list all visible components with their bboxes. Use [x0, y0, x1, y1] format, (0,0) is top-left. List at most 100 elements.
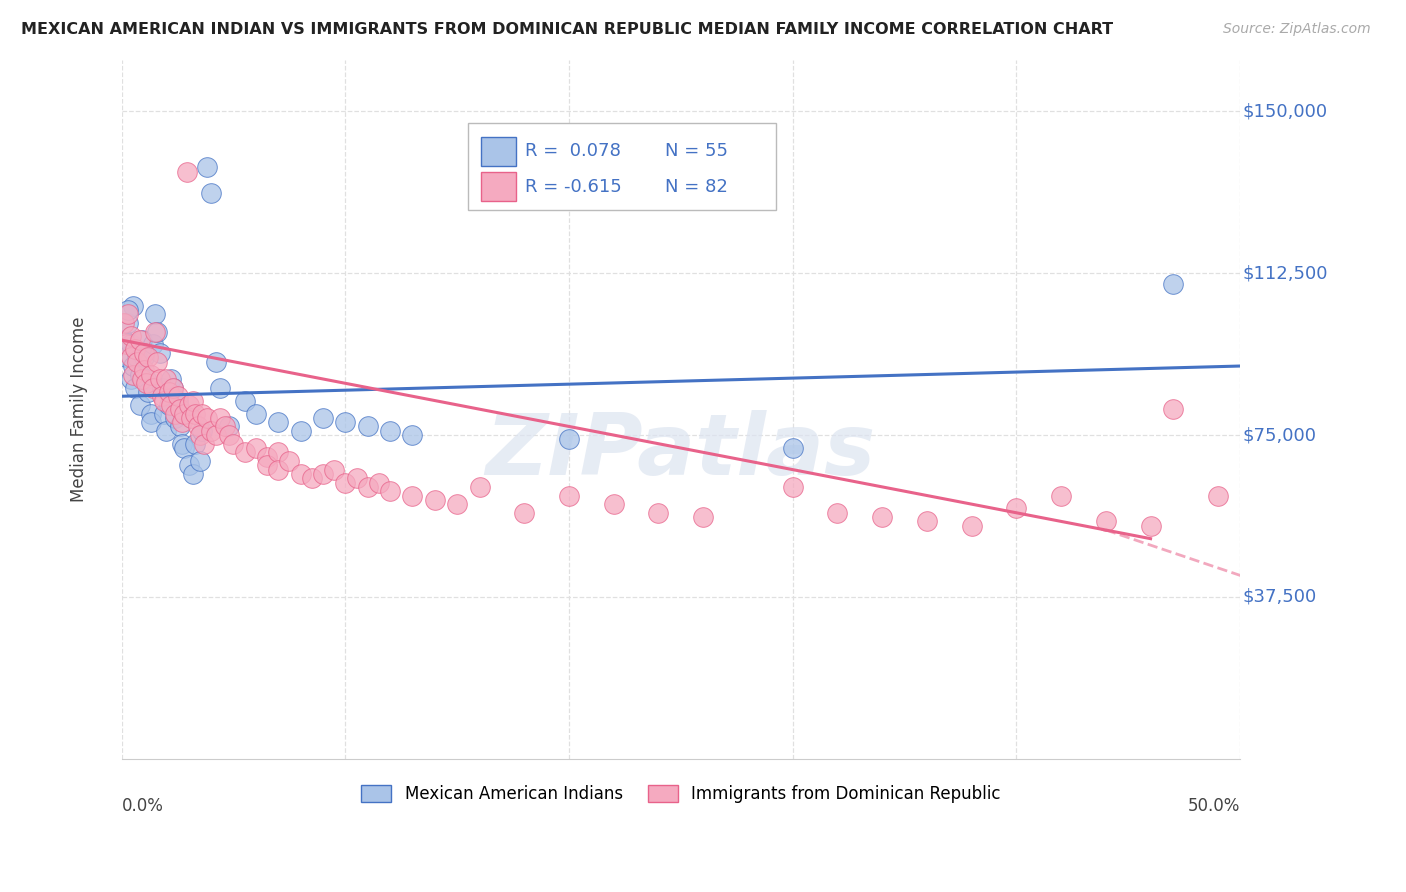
Point [181, 467, 204, 481]
Point [153, 407, 176, 421]
Text: $112,500: $112,500 [1243, 264, 1327, 282]
Text: Median Family Income: Median Family Income [70, 317, 89, 502]
Point [115, 351, 138, 365]
Point [184, 436, 207, 450]
Point [157, 398, 180, 412]
Point [150, 389, 173, 403]
Point [782, 480, 804, 494]
Point [915, 515, 938, 529]
Point [169, 402, 191, 417]
Point [120, 337, 142, 351]
Point [166, 393, 188, 408]
Point [1005, 501, 1028, 516]
Point [112, 333, 135, 347]
Point [827, 506, 849, 520]
Point [188, 454, 211, 468]
Point [166, 389, 188, 403]
Text: 50.0%: 50.0% [1188, 797, 1240, 815]
Point [121, 359, 143, 373]
Point [312, 467, 335, 481]
Point [1095, 515, 1118, 529]
Point [165, 410, 187, 425]
Point [200, 424, 222, 438]
Point [177, 458, 200, 473]
Point [142, 337, 165, 351]
Point [162, 381, 184, 395]
Point [446, 497, 468, 511]
Point [135, 376, 157, 391]
Point [184, 407, 207, 421]
Point [127, 355, 149, 369]
Point [150, 381, 173, 395]
Point [558, 433, 581, 447]
Point [256, 450, 278, 464]
Point [120, 328, 142, 343]
Point [157, 384, 180, 399]
Point [1206, 489, 1229, 503]
Point [1139, 518, 1161, 533]
Point [170, 415, 193, 429]
Point [146, 355, 169, 369]
Point [143, 325, 166, 339]
Point [468, 480, 491, 494]
FancyBboxPatch shape [481, 136, 516, 166]
Point [131, 333, 153, 347]
Point [335, 415, 357, 429]
Point [1161, 402, 1184, 417]
Point [204, 355, 226, 369]
Point [165, 407, 187, 421]
Text: $150,000: $150,000 [1243, 103, 1327, 120]
Point [378, 484, 401, 499]
Point [378, 424, 401, 438]
Point [870, 510, 893, 524]
Point [173, 441, 195, 455]
Point [115, 337, 138, 351]
Point [132, 363, 155, 377]
Point [143, 307, 166, 321]
Point [245, 407, 267, 421]
Point [290, 424, 312, 438]
Point [401, 428, 423, 442]
Point [603, 497, 626, 511]
Text: N = 55: N = 55 [665, 143, 728, 161]
Point [121, 368, 143, 382]
Text: R =  0.078: R = 0.078 [526, 143, 621, 161]
Point [401, 489, 423, 503]
Point [127, 351, 149, 365]
Point [782, 441, 804, 455]
Point [346, 471, 368, 485]
Text: ZIPatlas: ZIPatlas [485, 409, 876, 492]
Point [117, 302, 139, 317]
Point [357, 419, 380, 434]
Point [423, 492, 446, 507]
Point [195, 410, 218, 425]
Point [120, 372, 142, 386]
Point [267, 445, 290, 459]
Point [128, 333, 150, 347]
Point [301, 471, 323, 485]
Point [1050, 489, 1073, 503]
Point [124, 381, 146, 395]
Point [558, 489, 581, 503]
Point [209, 410, 232, 425]
Point [132, 351, 155, 365]
Point [233, 393, 256, 408]
Text: MEXICAN AMERICAN INDIAN VS IMMIGRANTS FROM DOMINICAN REPUBLIC MEDIAN FAMILY INCO: MEXICAN AMERICAN INDIAN VS IMMIGRANTS FR… [21, 22, 1114, 37]
Point [146, 325, 169, 339]
Point [138, 351, 160, 365]
Point [169, 419, 191, 434]
Point [138, 384, 160, 399]
Text: $75,000: $75,000 [1243, 426, 1316, 444]
Point [162, 381, 184, 395]
Point [117, 316, 139, 330]
Point [193, 436, 215, 450]
Text: R = -0.615: R = -0.615 [526, 178, 621, 195]
Point [214, 419, 236, 434]
Point [177, 398, 200, 412]
Point [692, 510, 714, 524]
Point [153, 393, 176, 408]
Point [142, 381, 165, 395]
Text: Source: ZipAtlas.com: Source: ZipAtlas.com [1223, 22, 1371, 37]
Point [160, 372, 183, 386]
Point [139, 407, 162, 421]
